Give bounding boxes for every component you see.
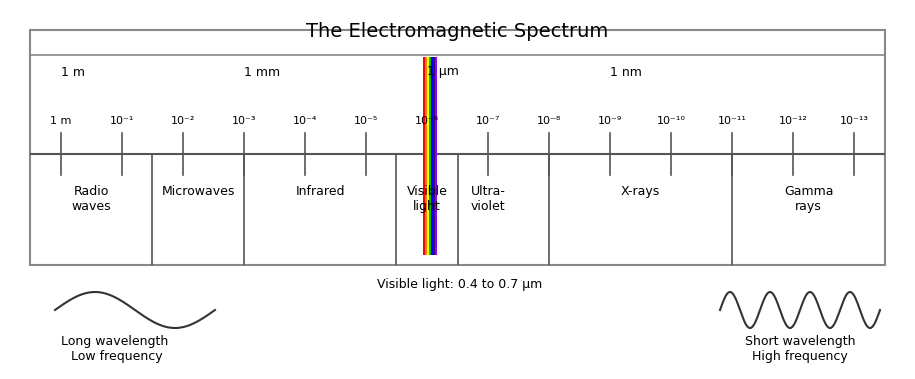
- Bar: [30, 55, 885, 265]
- Text: 1 mm: 1 mm: [243, 66, 280, 78]
- Text: 10⁻¹²: 10⁻¹²: [779, 116, 808, 127]
- Text: Visible light: 0.4 to 0.7 μm: Visible light: 0.4 to 0.7 μm: [377, 278, 543, 291]
- Text: 10⁻²: 10⁻²: [170, 116, 195, 127]
- Text: 10⁻¹: 10⁻¹: [110, 116, 134, 127]
- Bar: [429, 57, 431, 154]
- Text: Ultra-
violet: Ultra- violet: [470, 185, 505, 213]
- Text: 10⁻⁴: 10⁻⁴: [293, 116, 317, 127]
- Text: 1 μm: 1 μm: [427, 66, 458, 78]
- Text: Long wavelength
 Low frequency: Long wavelength Low frequency: [61, 335, 168, 363]
- Text: The Electromagnetic Spectrum: The Electromagnetic Spectrum: [307, 22, 608, 41]
- Text: 10⁻⁷: 10⁻⁷: [476, 116, 501, 127]
- Text: Infrared: Infrared: [296, 185, 345, 198]
- Bar: [435, 57, 436, 154]
- Bar: [429, 154, 431, 255]
- Bar: [431, 57, 433, 154]
- Text: Short wavelength
High frequency: Short wavelength High frequency: [745, 335, 856, 363]
- Text: 10⁻⁹: 10⁻⁹: [598, 116, 622, 127]
- Text: 10⁻¹³: 10⁻¹³: [840, 116, 869, 127]
- Bar: [30, 30, 885, 265]
- Text: X-rays: X-rays: [621, 185, 661, 198]
- Text: Gamma
rays: Gamma rays: [784, 185, 834, 213]
- Bar: [425, 57, 427, 154]
- Text: Radio
waves: Radio waves: [71, 185, 111, 213]
- Text: 1 nm: 1 nm: [610, 66, 642, 78]
- Bar: [424, 57, 425, 154]
- Bar: [433, 57, 435, 154]
- Bar: [427, 154, 429, 255]
- Text: 10⁻⁵: 10⁻⁵: [354, 116, 378, 127]
- Bar: [424, 154, 425, 255]
- Bar: [435, 154, 436, 255]
- Bar: [425, 154, 427, 255]
- Text: 10⁻⁶: 10⁻⁶: [414, 116, 439, 127]
- Text: Visible
light: Visible light: [406, 185, 447, 213]
- Bar: [427, 57, 429, 154]
- Text: 1 m: 1 m: [60, 66, 84, 78]
- Bar: [433, 154, 435, 255]
- Text: Microwaves: Microwaves: [161, 185, 234, 198]
- Text: 10⁻³: 10⁻³: [231, 116, 256, 127]
- Bar: [431, 154, 433, 255]
- Text: 10⁻⁸: 10⁻⁸: [537, 116, 561, 127]
- Text: 10⁻¹⁰: 10⁻¹⁰: [657, 116, 685, 127]
- Text: 10⁻¹¹: 10⁻¹¹: [718, 116, 747, 127]
- Text: 1 m: 1 m: [49, 116, 71, 127]
